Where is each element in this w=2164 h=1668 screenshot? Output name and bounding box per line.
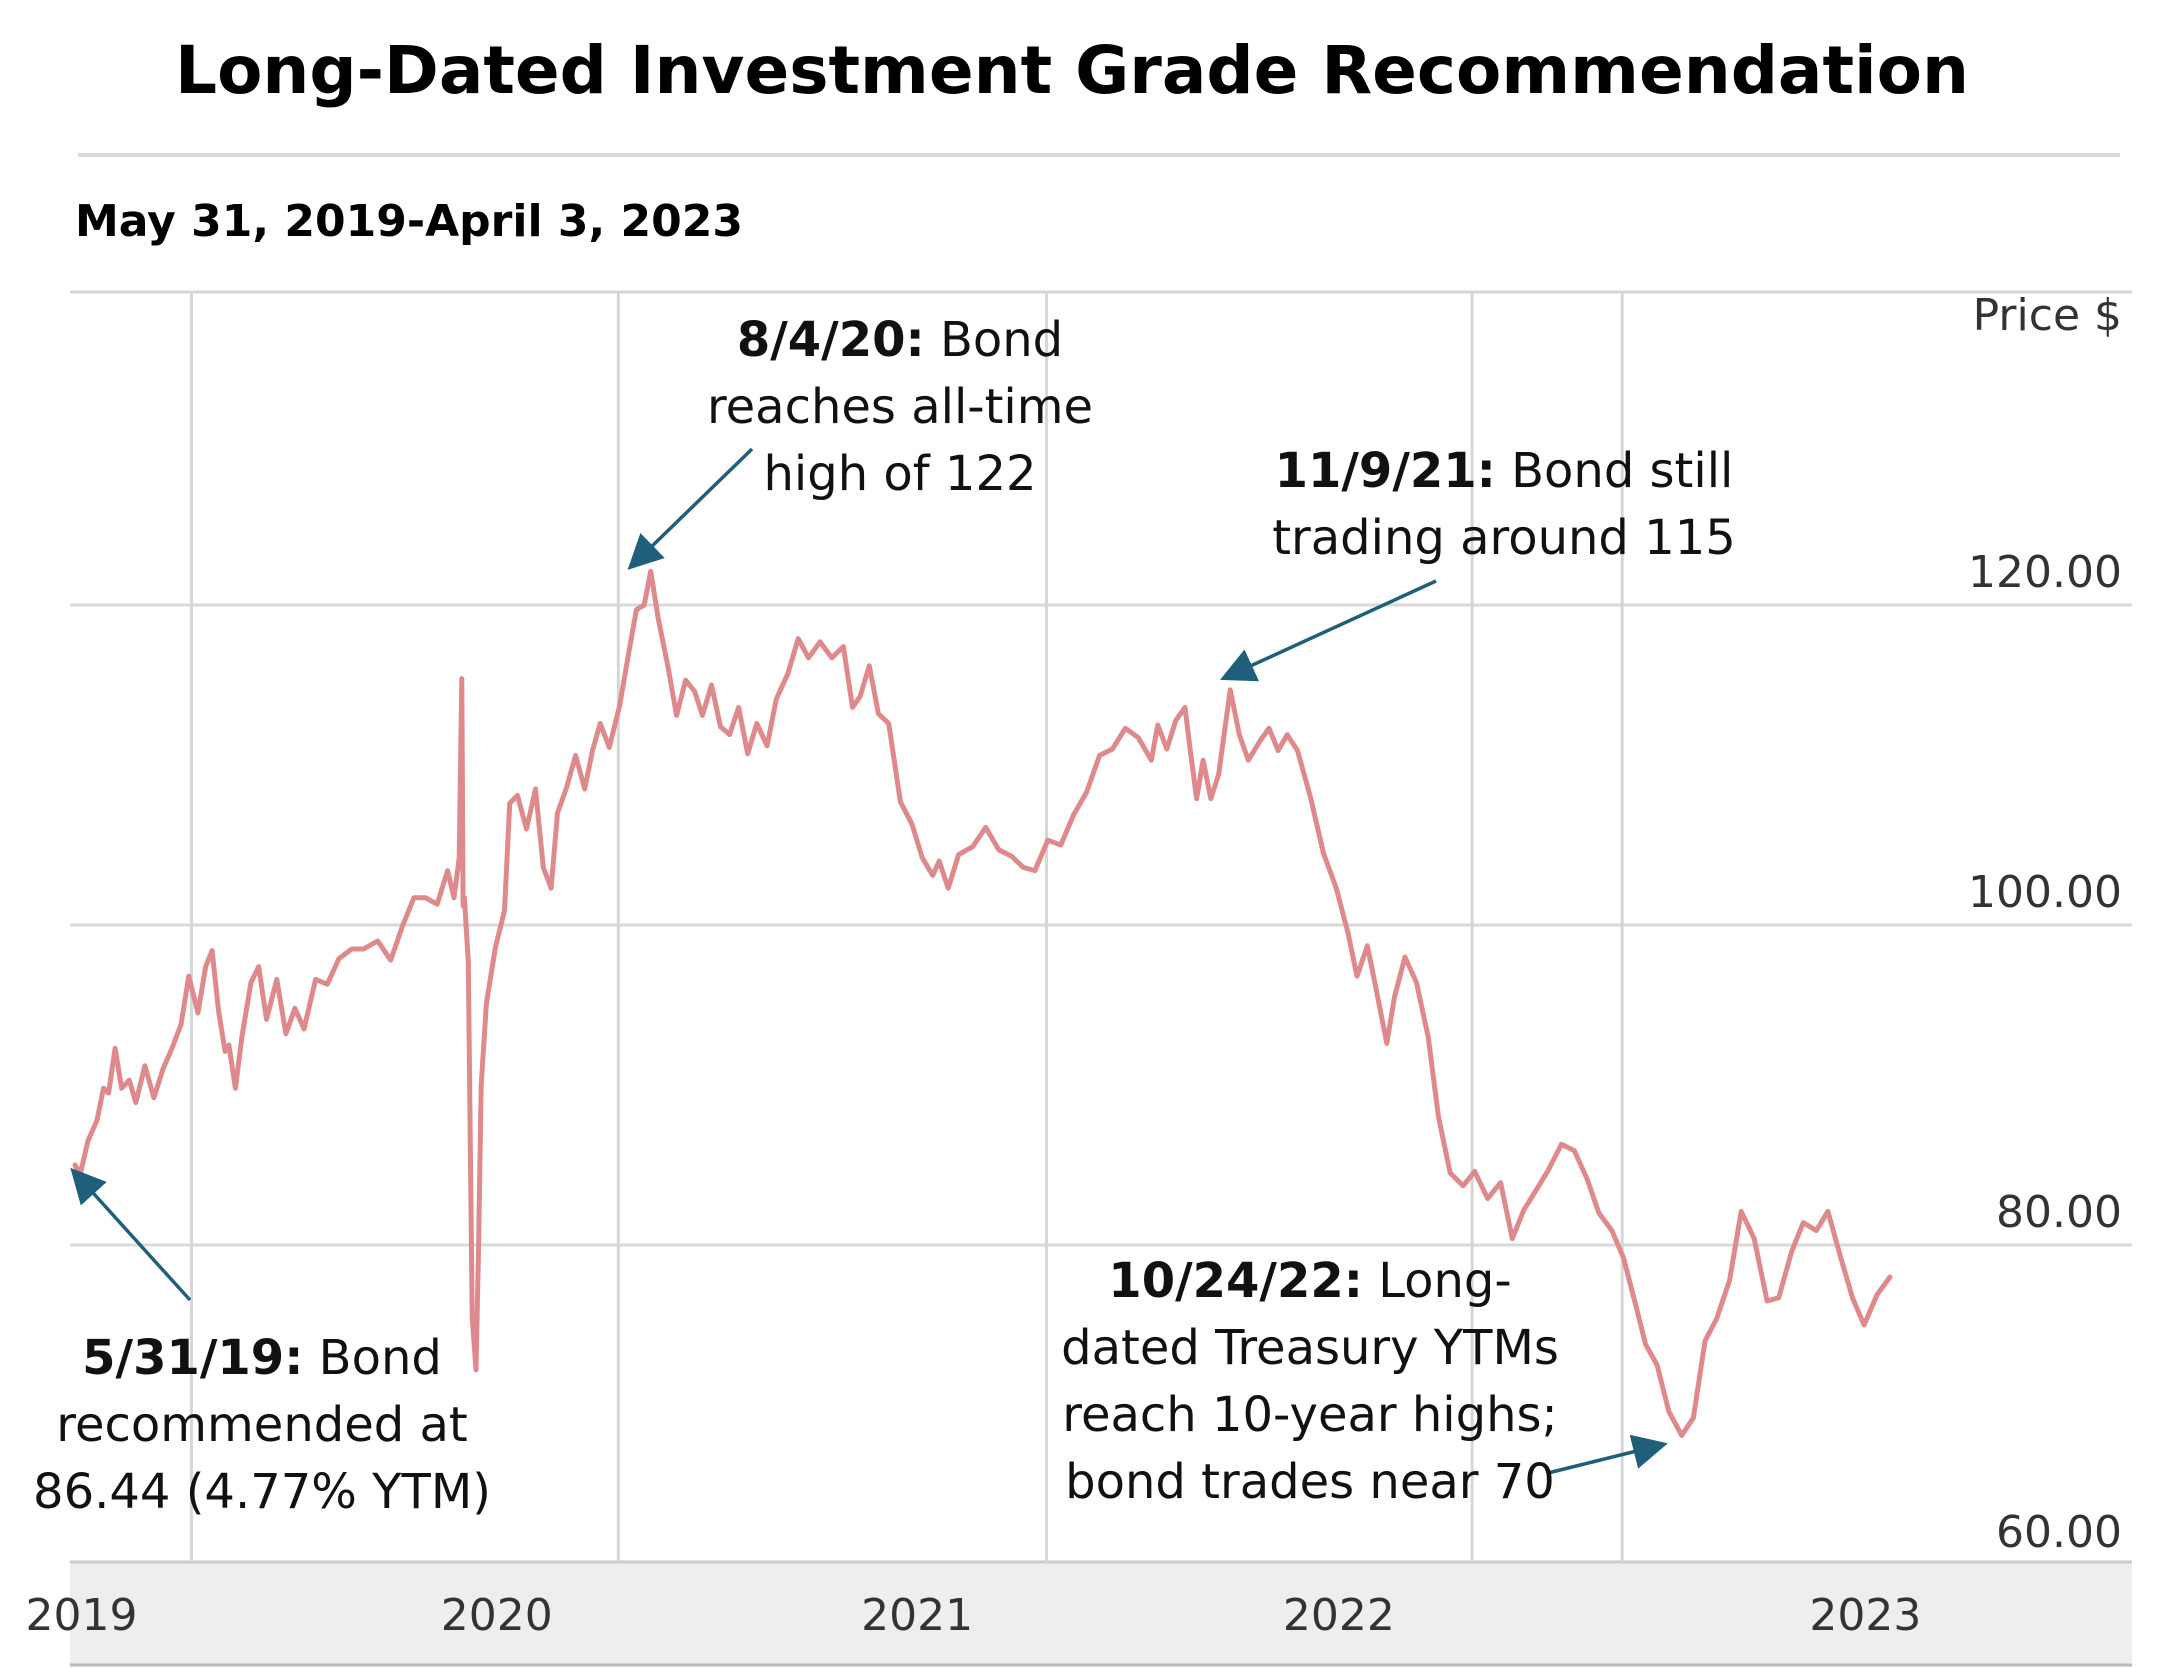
annotation-text: reaches all-time — [707, 379, 1093, 435]
annotation-line: high of 122 — [763, 446, 1036, 502]
y-tick-labels: 120.00 100.00 80.00 60.00 — [1968, 547, 2122, 1558]
x-tick-label: 2019 — [25, 1590, 137, 1641]
annotation-text: Bond — [925, 312, 1063, 368]
annotation-arrow — [627, 447, 754, 570]
annotation-line: 8/4/20: Bond — [737, 312, 1063, 368]
annotation-arrow — [1547, 1434, 1668, 1475]
y-axis-label: Price $ — [1973, 290, 2122, 341]
y-tick-label: 60.00 — [1996, 1507, 2122, 1558]
annotation-line: reach 10-year highs; — [1062, 1387, 1557, 1443]
annotation-line: trading around 115 — [1272, 510, 1736, 566]
annotation-line: dated Treasury YTMs — [1061, 1320, 1559, 1376]
annotation-date: 8/4/20: — [737, 312, 925, 368]
annotation-line: 11/9/21: Bond still — [1275, 443, 1734, 499]
x-tick-label: 2022 — [1283, 1590, 1395, 1641]
x-tick-label: 2023 — [1809, 1590, 1921, 1641]
annotation-text: dated Treasury YTMs — [1061, 1320, 1559, 1376]
price-series-line — [72, 568, 1893, 1438]
annotation-line: 86.44 (4.77% YTM) — [33, 1464, 491, 1520]
x-tick-label: 2021 — [861, 1590, 973, 1641]
annotation-line: recommended at — [56, 1397, 467, 1453]
annotation-text: bond trades near 70 — [1065, 1454, 1555, 1510]
plot-frame — [70, 290, 2132, 1667]
annotation-text: Long- — [1363, 1253, 1512, 1309]
annotation-date: 10/24/22: — [1108, 1253, 1363, 1309]
annotation-line: bond trades near 70 — [1065, 1454, 1555, 1510]
chart-subtitle: May 31, 2019-April 3, 2023 — [75, 196, 743, 247]
annotation-arrow — [1219, 579, 1437, 682]
annotation-text: recommended at — [56, 1397, 467, 1453]
annotation-arrow — [70, 1167, 192, 1302]
annotation-date: 11/9/21: — [1275, 443, 1496, 499]
chart-title: Long-Dated Investment Grade Recommendati… — [175, 32, 1969, 109]
annotation-arrows — [70, 447, 1668, 1475]
x-tick-labels: 2019 2020 2021 2022 2023 — [25, 1590, 1921, 1641]
x-gridlines — [189, 292, 1624, 1562]
y-tick-label: 120.00 — [1968, 547, 2122, 598]
annotation-text: Bond still — [1496, 443, 1734, 499]
x-axis-band — [70, 1562, 2132, 1665]
y-gridlines — [70, 603, 2132, 1247]
annotation-text: reach 10-year highs; — [1062, 1387, 1557, 1443]
annotation-text: Bond — [303, 1330, 441, 1386]
annotation-line: 5/31/19: Bond — [82, 1330, 442, 1386]
price-series-points — [73, 569, 1893, 1438]
x-tick-label: 2020 — [441, 1590, 553, 1641]
annotation-text: high of 122 — [763, 446, 1036, 502]
annotation-line: 10/24/22: Long- — [1108, 1253, 1511, 1309]
annotation-texts: 5/31/19: Bond recommended at 86.44 (4.77% … — [33, 312, 1736, 1520]
annotation-date: 5/31/19: — [82, 1330, 303, 1386]
y-tick-label: 100.00 — [1968, 867, 2122, 918]
annotation-text: 86.44 (4.77% YTM) — [33, 1464, 491, 1520]
annotation-line: reaches all-time — [707, 379, 1093, 435]
y-tick-label: 80.00 — [1996, 1187, 2122, 1238]
annotation-text: trading around 115 — [1272, 510, 1736, 566]
